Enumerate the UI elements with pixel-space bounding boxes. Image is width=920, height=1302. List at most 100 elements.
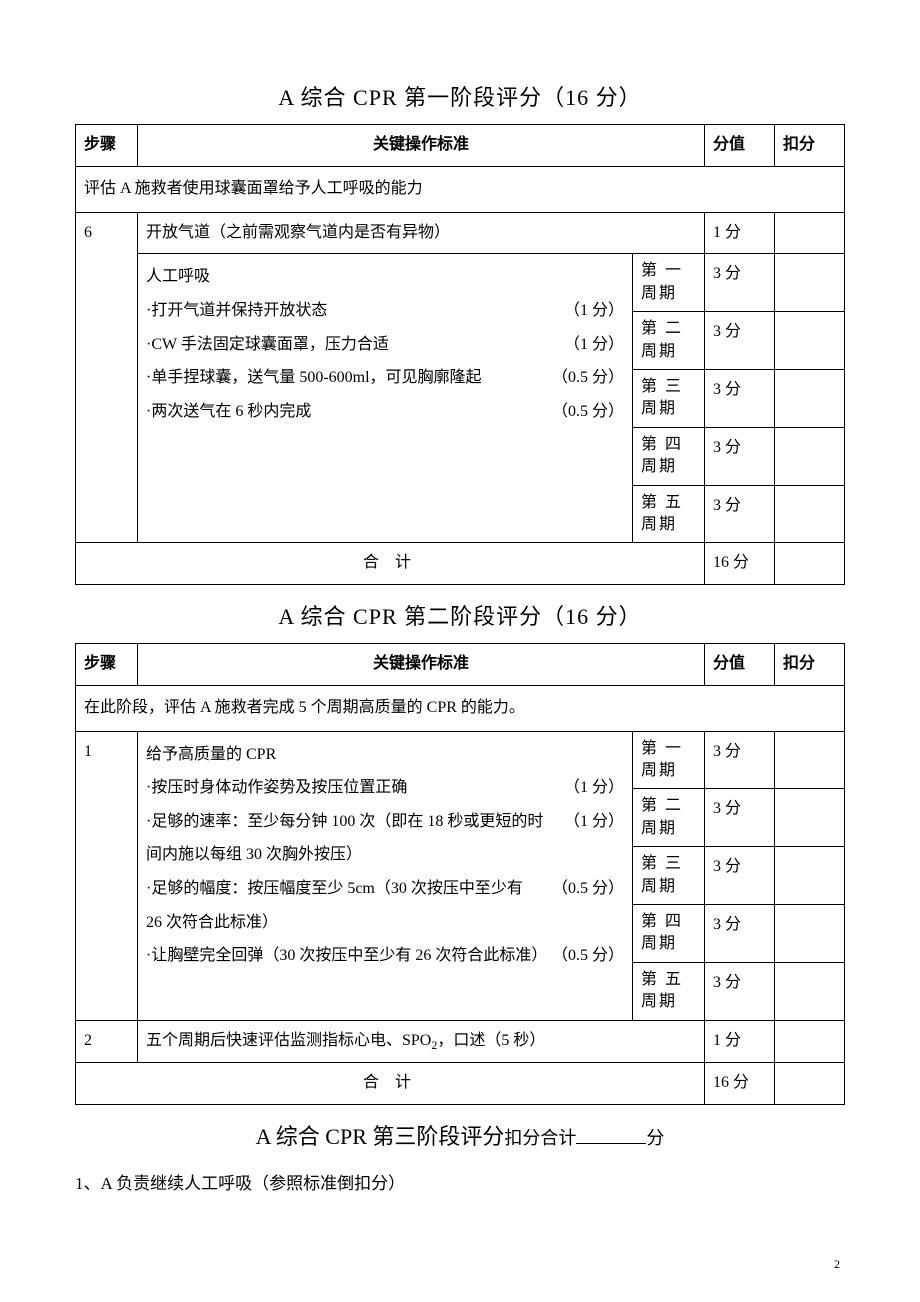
std-item: ·足够的速率：至少每分钟 100 次（即在 18 秒或更短的时间内施以每组 30…: [146, 805, 624, 872]
std-item: ·两次送气在 6 秒内完成 （0.5 分）: [146, 395, 624, 429]
row2-text: 五个周期后快速评估监测指标心电、SPO2，口述（5 秒）: [138, 1020, 705, 1063]
std-item-text: ·足够的幅度：按压幅度至少 5cm（30 次按压中至少有 26 次符合此标准）: [146, 872, 540, 939]
section2-table: 步骤 关键操作标准 分值 扣分 在此阶段，评估 A 施救者完成 5 个周期高质量…: [75, 643, 845, 1105]
std-item-pts: （1 分）: [552, 805, 624, 872]
total-row: 合 计 16 分: [76, 543, 845, 585]
std-item-pts: （0.5 分）: [540, 939, 624, 973]
deduct-cell: [775, 962, 845, 1020]
std-item-text: ·单手捏球囊，送气量 500-600ml，可见胸廓隆起: [146, 361, 482, 395]
score-cell: 1 分: [705, 212, 775, 254]
cycle-label: 第 三 周期: [633, 847, 705, 905]
deduct-cell: [775, 847, 845, 905]
deduct-cell: [775, 905, 845, 963]
cycle-label: 第 二 周期: [633, 312, 705, 370]
std-item-text: ·让胸壁完全回弹（30 次按压中至少有 26 次符合此标准）: [146, 939, 540, 973]
row2-text-a: 五个周期后快速评估监测指标心电、SPO: [146, 1032, 431, 1049]
deduct-cell: [775, 212, 845, 254]
section3-title: A 综合 CPR 第三阶段评分扣分合计 分: [75, 1119, 845, 1151]
score-cell: 3 分: [705, 312, 775, 370]
std-item: ·足够的幅度：按压幅度至少 5cm（30 次按压中至少有 26 次符合此标准） …: [146, 872, 624, 939]
std-item-text: ·两次送气在 6 秒内完成: [146, 395, 311, 429]
section3-title-sub-a: 扣分合计: [504, 1128, 576, 1148]
header-score: 分值: [705, 644, 775, 686]
eval-row: 在此阶段，评估 A 施救者完成 5 个周期高质量的 CPR 的能力。: [76, 685, 845, 731]
cycle-label: 第 三 周期: [633, 369, 705, 427]
deduct-cell: [775, 427, 845, 485]
std-content: 人工呼吸 ·打开气道并保持开放状态 （1 分） ·CW 手法固定球囊面罩，压力合…: [138, 254, 633, 543]
section3-title-main: A 综合 CPR 第三阶段评分: [256, 1124, 505, 1149]
table-row: 1 给予高质量的 CPR ·按压时身体动作姿势及按压位置正确 （1 分） ·足够…: [76, 731, 845, 789]
std-item: ·CW 手法固定球囊面罩，压力合适 （1 分）: [146, 328, 624, 362]
table-row: 人工呼吸 ·打开气道并保持开放状态 （1 分） ·CW 手法固定球囊面罩，压力合…: [76, 254, 845, 312]
std-item-text: ·按压时身体动作姿势及按压位置正确: [146, 771, 407, 805]
eval-text: 在此阶段，评估 A 施救者完成 5 个周期高质量的 CPR 的能力。: [76, 685, 845, 731]
deduct-cell: [775, 731, 845, 789]
eval-row: 评估 A 施救者使用球囊面罩给予人工呼吸的能力: [76, 166, 845, 212]
std-item-pts: （0.5 分）: [540, 872, 624, 939]
header-deduct: 扣分: [775, 125, 845, 167]
total-label: 合 计: [76, 1063, 705, 1105]
cycle-label: 第 五 周期: [633, 962, 705, 1020]
step-cell: 6: [76, 212, 138, 543]
row2-text-b: ，口述（5 秒）: [437, 1032, 545, 1049]
score-cell: 3 分: [705, 847, 775, 905]
std-item-text: ·打开气道并保持开放状态: [146, 294, 327, 328]
section1-table: 步骤 关键操作标准 分值 扣分 评估 A 施救者使用球囊面罩给予人工呼吸的能力 …: [75, 124, 845, 585]
cycle-label: 第 二 周期: [633, 789, 705, 847]
std-content: 给予高质量的 CPR ·按压时身体动作姿势及按压位置正确 （1 分） ·足够的速…: [138, 731, 633, 1020]
std-item-pts: （1 分）: [552, 328, 624, 362]
deduct-cell: [775, 369, 845, 427]
table-header-row: 步骤 关键操作标准 分值 扣分: [76, 125, 845, 167]
score-cell: 3 分: [705, 369, 775, 427]
total-row: 合 计 16 分: [76, 1063, 845, 1105]
table-row: 6 开放气道（之前需观察气道内是否有异物） 1 分: [76, 212, 845, 254]
deduct-cell: [775, 1020, 845, 1063]
std-item: ·按压时身体动作姿势及按压位置正确 （1 分）: [146, 771, 624, 805]
score-cell: 1 分: [705, 1020, 775, 1063]
deduct-cell: [775, 789, 845, 847]
cycle-label: 第 四 周期: [633, 905, 705, 963]
std-item: ·单手捏球囊，送气量 500-600ml，可见胸廓隆起 （0.5 分）: [146, 361, 624, 395]
header-step: 步骤: [76, 125, 138, 167]
section3-title-sub-b: 分: [646, 1128, 664, 1148]
step-cell: 2: [76, 1020, 138, 1063]
step-cell: 1: [76, 731, 138, 1020]
deduct-cell: [775, 1063, 845, 1105]
score-cell: 3 分: [705, 254, 775, 312]
cycle-label: 第 五 周期: [633, 485, 705, 543]
header-standard: 关键操作标准: [138, 125, 705, 167]
std-item-text: ·CW 手法固定球囊面罩，压力合适: [146, 328, 389, 362]
section1-title: A 综合 CPR 第一阶段评分（16 分）: [75, 80, 845, 112]
blank-underline: [576, 1124, 646, 1144]
std-item-pts: （0.5 分）: [540, 361, 624, 395]
std-title: 人工呼吸: [146, 260, 624, 294]
eval-text: 评估 A 施救者使用球囊面罩给予人工呼吸的能力: [76, 166, 845, 212]
page-number: 2: [834, 1257, 840, 1272]
header-standard: 关键操作标准: [138, 644, 705, 686]
std-title: 给予高质量的 CPR: [146, 738, 624, 772]
deduct-cell: [775, 254, 845, 312]
std-item-pts: （1 分）: [552, 294, 624, 328]
score-cell: 3 分: [705, 427, 775, 485]
total-score: 16 分: [705, 1063, 775, 1105]
section3-body-line: 1、A 负责继续人工呼吸（参照标准倒扣分）: [75, 1169, 845, 1200]
score-cell: 3 分: [705, 905, 775, 963]
std-item-pts: （0.5 分）: [540, 395, 624, 429]
cycle-label: 第 一 周期: [633, 254, 705, 312]
table-row: 2 五个周期后快速评估监测指标心电、SPO2，口述（5 秒） 1 分: [76, 1020, 845, 1063]
std-line1: 开放气道（之前需观察气道内是否有异物）: [138, 212, 705, 254]
cycle-label: 第 一 周期: [633, 731, 705, 789]
table-header-row: 步骤 关键操作标准 分值 扣分: [76, 644, 845, 686]
total-score: 16 分: [705, 543, 775, 585]
score-cell: 3 分: [705, 962, 775, 1020]
std-item-pts: （1 分）: [552, 771, 624, 805]
score-cell: 3 分: [705, 485, 775, 543]
std-item: ·打开气道并保持开放状态 （1 分）: [146, 294, 624, 328]
std-item-text: ·足够的速率：至少每分钟 100 次（即在 18 秒或更短的时间内施以每组 30…: [146, 805, 552, 872]
score-cell: 3 分: [705, 731, 775, 789]
std-item: ·让胸壁完全回弹（30 次按压中至少有 26 次符合此标准） （0.5 分）: [146, 939, 624, 973]
score-cell: 3 分: [705, 789, 775, 847]
header-score: 分值: [705, 125, 775, 167]
header-step: 步骤: [76, 644, 138, 686]
deduct-cell: [775, 543, 845, 585]
